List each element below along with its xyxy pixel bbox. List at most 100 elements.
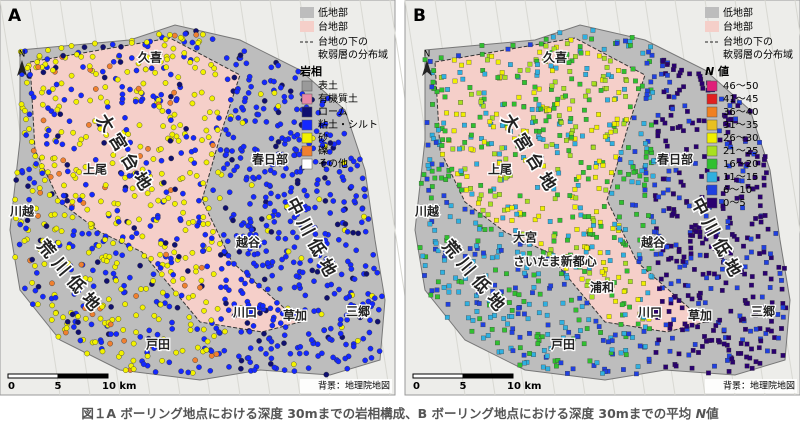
borehole [740,205,745,211]
borehole [236,248,243,255]
borehole [629,35,635,40]
borehole [158,146,164,152]
borehole [677,264,683,270]
borehole [98,94,104,101]
borehole [425,162,431,168]
borehole [695,324,700,330]
borehole [495,59,501,65]
borehole [578,205,583,211]
borehole [649,122,654,128]
borehole [745,151,751,157]
borehole [199,248,206,254]
borehole [739,269,744,275]
borehole [69,205,75,211]
borehole [684,199,690,204]
borehole [548,346,554,351]
borehole [271,78,277,85]
borehole [549,142,555,147]
borehole [591,218,597,224]
borehole [540,250,546,255]
borehole [192,64,198,71]
borehole [43,223,50,229]
borehole [527,242,532,247]
borehole [257,91,264,97]
borehole [567,193,573,198]
borehole [624,117,629,122]
borehole [527,331,532,336]
borehole [59,141,66,148]
borehole [441,120,447,126]
borehole [227,116,234,122]
borehole [690,348,696,353]
borehole [294,131,301,138]
borehole [749,249,754,255]
borehole [285,248,292,255]
borehole [288,93,294,100]
borehole [510,43,516,48]
borehole [627,279,633,284]
borehole [734,285,740,291]
borehole [244,320,251,326]
borehole [584,300,590,306]
borehole [635,180,641,186]
borehole [551,233,557,239]
borehole [696,301,701,306]
borehole [617,157,623,162]
borehole [479,51,485,57]
legend-swatch [300,21,314,32]
borehole [148,186,155,192]
borehole [92,339,98,345]
borehole [702,334,707,339]
borehole [157,251,163,258]
place-label: 川越 [9,204,35,219]
borehole [641,329,647,334]
borehole [644,149,649,155]
borehole [261,276,268,283]
borehole [678,179,684,185]
borehole [196,364,202,371]
borehole [179,175,186,181]
borehole [724,242,730,247]
borehole [631,115,637,121]
borehole [475,238,481,244]
borehole [177,34,184,41]
borehole [130,366,137,372]
borehole [361,186,367,192]
borehole [211,333,217,339]
borehole [187,321,194,328]
borehole [341,130,348,137]
borehole [522,80,527,85]
borehole [245,250,251,257]
borehole [246,73,253,80]
borehole [101,140,107,146]
borehole [254,243,260,250]
borehole [178,150,184,156]
borehole [566,148,572,153]
borehole [131,154,138,160]
borehole [681,128,686,134]
borehole [281,93,288,100]
borehole [444,200,450,205]
place-label: 草加 [283,308,307,323]
borehole [604,179,610,185]
borehole [768,276,774,282]
borehole [677,124,683,129]
borehole [480,322,486,328]
borehole [163,189,170,195]
borehole [551,105,557,111]
borehole [282,235,289,242]
borehole [236,353,242,360]
borehole [191,160,198,166]
panel-label: B [413,6,426,26]
borehole [268,64,275,71]
borehole [418,180,424,186]
borehole [276,160,283,167]
borehole [639,83,645,89]
borehole [582,269,587,274]
borehole [591,81,597,86]
borehole [187,327,194,333]
borehole [738,351,744,356]
place-label: 三郷 [346,305,370,319]
borehole [129,234,135,240]
borehole [731,94,737,99]
